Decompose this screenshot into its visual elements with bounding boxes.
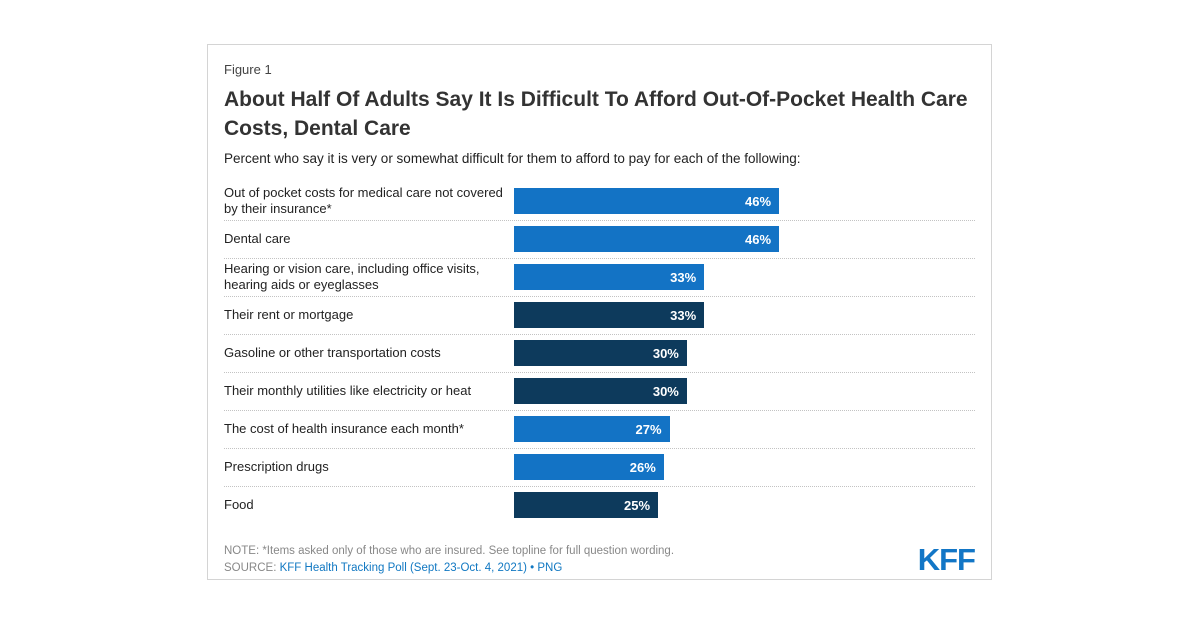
bar-value-label: 27% — [635, 421, 662, 437]
chart-row: Hearing or vision care, including office… — [224, 259, 975, 297]
row-label: Food — [224, 497, 254, 513]
row-label: Hearing or vision care, including office… — [224, 261, 480, 293]
chart-row: Dental care 46% — [224, 221, 975, 259]
bar-track: 33% — [514, 264, 975, 291]
source-separator: • — [526, 562, 538, 575]
note-text: NOTE: *Items asked only of those who are… — [224, 544, 675, 557]
chart-footer: NOTE: *Items asked only of those who are… — [224, 541, 976, 577]
chart-row: The cost of health insurance each month*… — [224, 411, 975, 449]
bar: 26% — [514, 454, 664, 481]
source-line: SOURCE: KFF Health Tracking Poll (Sept. … — [224, 562, 975, 574]
row-label: The cost of health insurance each month* — [224, 421, 464, 437]
bar-track: 30% — [514, 340, 975, 367]
row-label: Their rent or mortgage — [224, 307, 354, 323]
bar-track: 33% — [514, 302, 975, 329]
bar-value-label: 30% — [652, 345, 679, 361]
row-label: Prescription drugs — [224, 459, 329, 475]
bar-chart: Out of pocket costs for medical care not… — [224, 183, 975, 524]
source-link[interactable]: KFF Health Tracking Poll (Sept. 23-Oct. … — [279, 562, 527, 575]
row-label: Out of pocket costs for medical care not… — [224, 185, 503, 217]
bar: 46% — [514, 226, 780, 253]
bar-value-label: 25% — [624, 497, 651, 513]
bar-value-label: 26% — [629, 459, 656, 475]
bar: 46% — [514, 188, 780, 215]
bar-value-label: 46% — [745, 193, 772, 209]
figure-label: Figure 1 — [224, 62, 272, 77]
bar: 33% — [514, 264, 705, 291]
bar-track: 46% — [514, 188, 975, 215]
chart-row: Their rent or mortgage 33% — [224, 297, 975, 335]
row-label: Their monthly utilities like electricity… — [224, 383, 472, 399]
bar-value-label: 33% — [670, 269, 697, 285]
kff-logo[interactable]: KFF — [917, 541, 976, 577]
png-link[interactable]: PNG — [537, 562, 563, 575]
figure-card: Figure 1 About Half Of Adults Say It Is … — [207, 44, 992, 580]
bar: 27% — [514, 416, 670, 443]
bar: 25% — [514, 492, 659, 519]
bar-value-label: 30% — [652, 383, 679, 399]
chart-title: About Half Of Adults Say It Is Difficult… — [224, 88, 968, 140]
chart-row: Food 25% — [224, 487, 975, 524]
bar-value-label: 33% — [670, 307, 697, 323]
chart-row: Gasoline or other transportation costs 30… — [224, 335, 975, 373]
bar: 33% — [514, 302, 705, 329]
chart-row: Out of pocket costs for medical care not… — [224, 183, 975, 221]
bar-track: 27% — [514, 416, 975, 443]
row-label: Dental care — [224, 231, 291, 247]
row-label: Gasoline or other transportation costs — [224, 345, 441, 361]
bar-track: 46% — [514, 226, 975, 253]
bar: 30% — [514, 340, 687, 367]
bar-track: 30% — [514, 378, 975, 405]
bar-track: 25% — [514, 492, 975, 519]
source-prefix: SOURCE: — [224, 562, 280, 575]
bar-track: 26% — [514, 454, 975, 481]
chart-row: Prescription drugs 26% — [224, 449, 975, 487]
chart-subtitle: Percent who say it is very or somewhat d… — [224, 150, 801, 166]
bar: 30% — [514, 378, 687, 405]
chart-row: Their monthly utilities like electricity… — [224, 373, 975, 411]
bar-value-label: 46% — [745, 231, 772, 247]
